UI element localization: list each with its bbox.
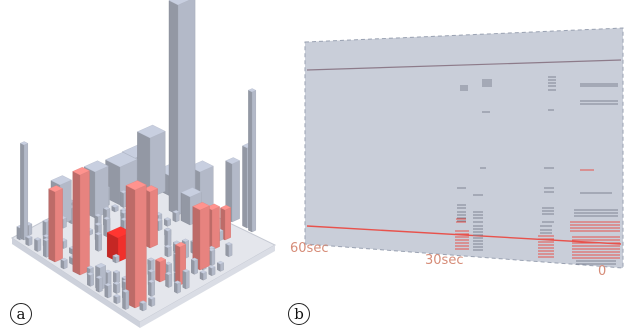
stub-bar [95, 275, 103, 293]
stub-bar [111, 204, 119, 213]
stub-bar [172, 210, 180, 223]
stub-bar [147, 279, 156, 297]
time-label-0: 0 [598, 264, 607, 279]
panel-label-a: a [10, 303, 32, 325]
stub-bar [60, 257, 68, 270]
highlight-tower [72, 166, 90, 276]
stub-bar [86, 272, 95, 287]
city-towers [16, 0, 257, 312]
time-label-30sec: 30sec [425, 253, 464, 268]
stub-bar [173, 280, 182, 294]
time-plane [304, 27, 624, 269]
event-lines [455, 76, 620, 265]
stub-bar [94, 231, 103, 252]
stub-bar [182, 269, 190, 290]
stub-bar [112, 253, 120, 264]
stub-bar [199, 270, 207, 281]
stub-bar [164, 227, 172, 248]
stub-bar [104, 282, 112, 299]
stub-bar [25, 235, 33, 247]
ground-edge-right [140, 245, 275, 328]
stub-bar [34, 237, 42, 252]
central-tower [168, 0, 196, 216]
highlight-tower [48, 185, 64, 263]
time-label-60sec: 60sec [290, 241, 329, 256]
tall-pillar [19, 141, 29, 241]
stub-bar [112, 281, 121, 294]
stub-bar [190, 257, 199, 275]
stub-bar [148, 295, 156, 307]
highlight-tower [125, 180, 147, 309]
stub-bar [113, 294, 121, 305]
stub-bar [164, 244, 172, 258]
stub-bar [225, 242, 233, 258]
stub-bar [163, 217, 172, 227]
stub-bar [165, 271, 173, 288]
stub-bar [139, 300, 147, 312]
stub-bar [103, 216, 111, 238]
time-plane-visualization [304, 27, 624, 269]
stub-bar [208, 264, 216, 277]
city-visualization [11, 0, 277, 328]
stub-bar [216, 260, 225, 272]
block-building [136, 124, 166, 199]
threshold-line [306, 225, 622, 245]
panel-label-b: b [288, 303, 310, 325]
stub-bar [112, 269, 121, 284]
top-boundary-line [306, 59, 622, 71]
highlight-tower [155, 256, 167, 283]
highlight-tower [220, 204, 232, 241]
ground-edge-left [12, 238, 140, 328]
stub-bar [122, 289, 130, 310]
highlight-tower [192, 201, 210, 271]
tall-pillar [247, 88, 257, 233]
